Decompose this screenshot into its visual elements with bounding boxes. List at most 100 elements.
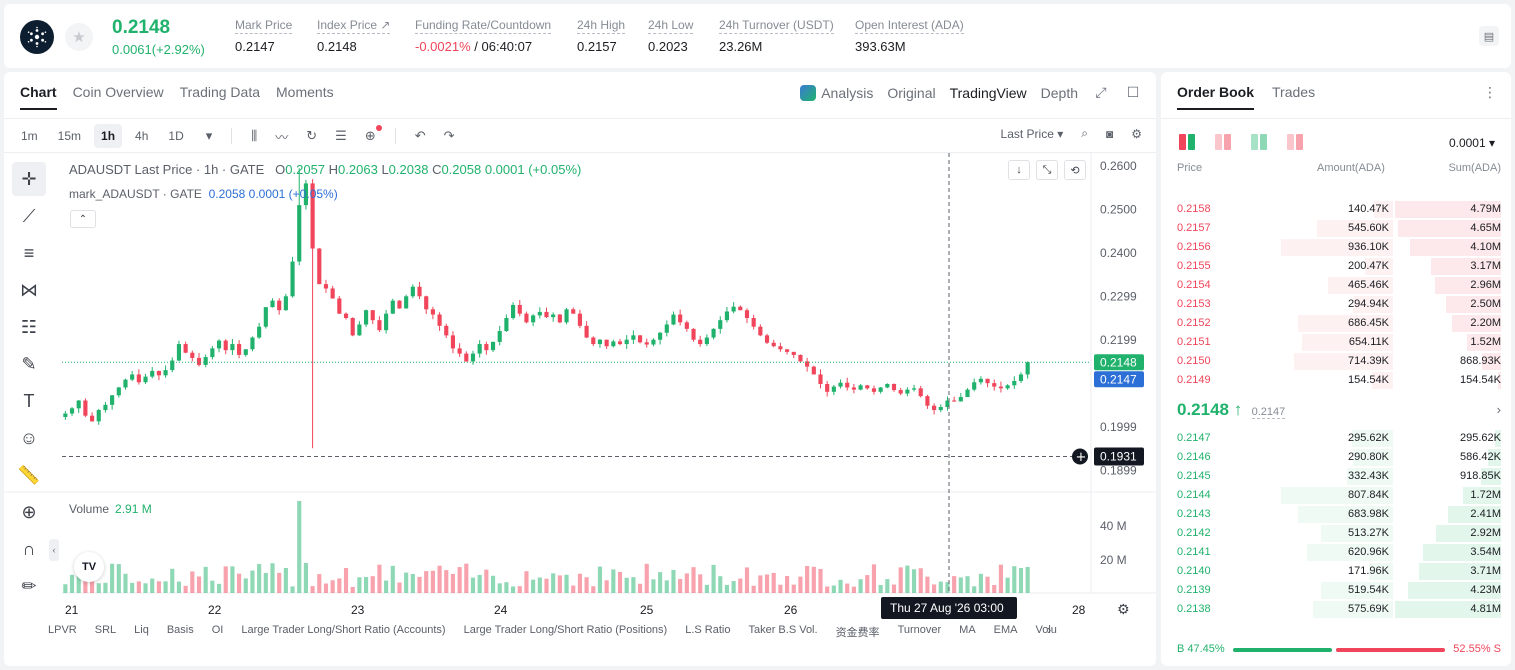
scroll-down-icon[interactable]: ↓ xyxy=(1008,160,1030,180)
crosshair-tool-icon[interactable]: ✛ xyxy=(12,162,46,196)
tab-moments[interactable]: Moments xyxy=(276,84,334,100)
ask-row[interactable]: 0.2156 936.10K 4.10M xyxy=(1161,238,1511,257)
add-indicator-icon[interactable]: ⊕ xyxy=(365,125,382,144)
view-tradingview[interactable]: TradingView xyxy=(949,84,1027,101)
collapse-sidebar-icon[interactable]: ‹ xyxy=(49,539,59,561)
mark-symbol[interactable]: mark_ADAUSDT · GATE xyxy=(69,187,202,201)
indicator-ls-positions[interactable]: Large Trader Long/Short Ratio (Positions… xyxy=(463,624,668,636)
bid-row[interactable]: 0.2140 171.96K 3.71M xyxy=(1161,562,1511,581)
last-price-select[interactable]: Last Price ▾ xyxy=(1000,126,1064,141)
timeframe-1m[interactable]: 1m xyxy=(21,129,38,143)
bid-row[interactable]: 0.2145 332.43K 918.85K xyxy=(1161,467,1511,486)
indicator-ma[interactable]: MA xyxy=(959,624,976,636)
undo-icon[interactable]: ↶ xyxy=(414,128,426,143)
expand-icon[interactable]: ⤢ xyxy=(1095,84,1107,100)
view-original[interactable]: Original xyxy=(887,84,936,101)
indicator-oi[interactable]: OI xyxy=(211,624,224,636)
indicator-turnover[interactable]: Turnover xyxy=(897,624,942,636)
reset-icon[interactable]: ⟲ xyxy=(1064,160,1086,180)
indicator-basis[interactable]: Basis xyxy=(166,624,194,636)
bid-row[interactable]: 0.2142 513.27K 2.92M xyxy=(1161,524,1511,543)
candle-type-icon[interactable]: ⫼ xyxy=(251,128,258,143)
bid-row[interactable]: 0.2139 519.54K 4.23M xyxy=(1161,581,1511,600)
favorite-star-icon[interactable]: ★ xyxy=(65,23,93,51)
magnet-tool-icon[interactable]: ∩ xyxy=(22,538,36,559)
ask-row[interactable]: 0.2153 294.94K 2.50M xyxy=(1161,295,1511,314)
chevron-right-icon[interactable]: › xyxy=(1047,622,1052,637)
bid-row[interactable]: 0.2144 807.84K 1.72M xyxy=(1161,486,1511,505)
timeframe-4h[interactable]: 4h xyxy=(135,129,149,143)
gear-icon[interactable]: ⚙ xyxy=(1131,126,1142,141)
indicator-funding-rate[interactable]: 资金费率 xyxy=(835,627,880,639)
indicator-srl[interactable]: SRL xyxy=(94,624,117,636)
indicators-icon[interactable]: 〰 xyxy=(275,129,289,145)
emoji-tool-icon[interactable]: ☺ xyxy=(19,427,39,448)
axis-settings-icon[interactable]: ⚙ xyxy=(1117,601,1130,617)
horizontal-lines-tool-icon[interactable]: ≡ xyxy=(23,242,35,263)
volume-label[interactable]: Volume xyxy=(69,502,110,516)
view-depth[interactable]: Depth xyxy=(1040,84,1078,101)
timeframe-15m[interactable]: 15m xyxy=(57,129,82,143)
ask-row[interactable]: 0.2149 154.54K 154.54K xyxy=(1161,371,1511,390)
brush-tool-icon[interactable]: ✎ xyxy=(21,353,37,374)
indicator-ls-ratio[interactable]: L.S Ratio xyxy=(685,624,731,636)
stat-label[interactable]: Open Interest (ADA) xyxy=(855,18,964,34)
indicator-taker-vol[interactable]: Taker B.S Vol. xyxy=(748,624,818,636)
more-menu-icon[interactable]: ⋮ xyxy=(1483,84,1497,100)
window-icon[interactable]: ☐ xyxy=(1126,84,1140,100)
timeframe-1h[interactable]: 1h xyxy=(94,124,123,148)
ask-row[interactable]: 0.2150 714.39K 868.93K xyxy=(1161,352,1511,371)
stat-label[interactable]: Mark Price xyxy=(235,18,293,34)
layout-buy-icon[interactable] xyxy=(1251,134,1267,150)
indicator-liq[interactable]: Liq xyxy=(134,624,149,636)
ask-row[interactable]: 0.2157 545.60K 4.65M xyxy=(1161,219,1511,238)
bid-row[interactable]: 0.2143 683.98K 2.41M xyxy=(1161,505,1511,524)
tab-order-book[interactable]: Order Book xyxy=(1177,84,1255,110)
zoom-in-tool-icon[interactable]: ⊕ xyxy=(21,501,37,522)
tradingview-logo-icon[interactable]: TV xyxy=(74,552,104,582)
ask-row[interactable]: 0.2151 654.11K 1.52M xyxy=(1161,333,1511,352)
fib-tool-icon[interactable]: ☷ xyxy=(20,316,38,337)
mid-price-row[interactable]: 0.2148 ↑ 0.2147 › xyxy=(1177,400,1501,422)
bid-row[interactable]: 0.2147 295.62K 295.62K xyxy=(1161,429,1511,448)
ask-row[interactable]: 0.2155 200.47K 3.17M xyxy=(1161,257,1511,276)
layout-both-icon[interactable] xyxy=(1179,134,1195,150)
tab-coin-overview[interactable]: Coin Overview xyxy=(72,84,164,100)
indicator-ema[interactable]: EMA xyxy=(993,624,1018,636)
redo-icon[interactable]: ↷ xyxy=(443,128,455,143)
indicator-volume[interactable]: Volu xyxy=(1035,624,1057,636)
refresh-icon[interactable]: ↻ xyxy=(306,128,318,143)
layout-sell-split-icon[interactable] xyxy=(1215,134,1231,150)
ask-row[interactable]: 0.2152 686.45K 2.20M xyxy=(1161,314,1511,333)
stat-label[interactable]: Funding Rate/Countdown xyxy=(415,18,552,34)
pencil-tool-icon[interactable]: ✏ xyxy=(21,575,37,596)
chevron-right-icon[interactable]: › xyxy=(1496,402,1501,417)
layout-sell-icon[interactable] xyxy=(1287,134,1303,150)
bid-row[interactable]: 0.2141 620.96K 3.54M xyxy=(1161,543,1511,562)
tab-chart[interactable]: Chart xyxy=(20,84,57,110)
stat-label[interactable]: Index Price ↗ xyxy=(317,18,391,34)
tab-trades[interactable]: Trades xyxy=(1272,84,1316,100)
view-analysis[interactable]: Analysis xyxy=(800,84,873,101)
collapse-icon[interactable]: ⤡ xyxy=(1036,160,1058,180)
timeframe-dropdown-icon[interactable]: ▾ xyxy=(205,128,213,143)
tab-trading-data[interactable]: Trading Data xyxy=(179,84,261,100)
book-icon[interactable]: ▤ xyxy=(1479,26,1499,46)
timeframe-1d[interactable]: 1D xyxy=(168,129,184,143)
collapse-legend-icon[interactable]: ⌃ xyxy=(70,210,96,228)
text-tool-icon[interactable]: T xyxy=(23,390,35,411)
template-icon[interactable]: ☰ xyxy=(335,128,347,143)
legend-symbol[interactable]: ADAUSDT Last Price · 1h · GATE xyxy=(69,162,265,177)
bid-row[interactable]: 0.2138 575.69K 4.81M xyxy=(1161,600,1511,619)
pattern-tool-icon[interactable]: ⋈ xyxy=(20,279,38,300)
ask-row[interactable]: 0.2158 140.47K 4.79M xyxy=(1161,200,1511,219)
precision-select[interactable]: 0.0001 ▾ xyxy=(1448,136,1495,150)
indicator-lpvr[interactable]: LPVR xyxy=(48,624,77,636)
trendline-tool-icon[interactable]: ⟋ xyxy=(22,205,36,226)
ruler-tool-icon[interactable]: 📏 xyxy=(17,464,41,485)
ask-row[interactable]: 0.2154 465.46K 2.96M xyxy=(1161,276,1511,295)
cardano-logo-icon[interactable] xyxy=(20,20,54,54)
bid-row[interactable]: 0.2146 290.80K 586.42K xyxy=(1161,448,1511,467)
price-chart[interactable]: 0.2600 0.2500 0.2400 0.2299 0.2199 0.1999 0.18… xyxy=(4,153,1156,623)
indicator-ls-accounts[interactable]: Large Trader Long/Short Ratio (Accounts) xyxy=(241,624,446,636)
